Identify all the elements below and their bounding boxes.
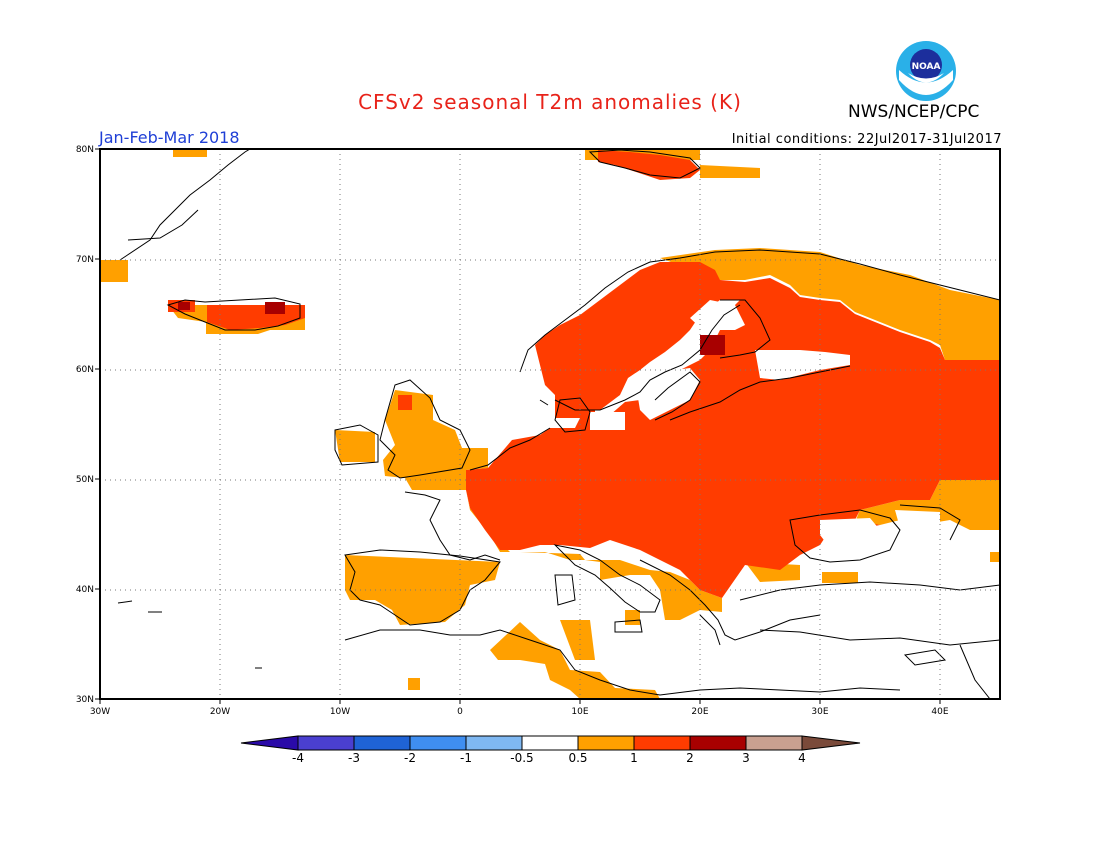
- colorbar-arrow-high: [801, 735, 861, 751]
- lat-tick-label: 50N: [76, 475, 94, 485]
- lon-tick-label: 0: [457, 707, 463, 717]
- lat-tick-label: 80N: [76, 145, 94, 155]
- colorbar-swatch: [577, 735, 635, 751]
- colorbar-swatch: [633, 735, 691, 751]
- colorbar-label: -0.5: [510, 751, 533, 765]
- colorbar-label: 4: [798, 751, 806, 765]
- lat-tick-label: 40N: [76, 585, 94, 595]
- coastlines: [117, 149, 1000, 699]
- initial-conditions: Initial conditions: 22Jul2017-31Jul2017: [731, 132, 1002, 147]
- colorbar-label: -3: [348, 751, 360, 765]
- colorbar-label: -1: [460, 751, 472, 765]
- colorbar-swatch: [689, 735, 747, 751]
- map-title: CFSv2 seasonal T2m anomalies (K): [358, 90, 742, 114]
- map-frame: [99, 148, 1001, 700]
- lat-tick-label: 70N: [76, 255, 94, 265]
- lon-tick-label: 30W: [90, 707, 110, 717]
- colorbar-label: 3: [742, 751, 750, 765]
- colorbar-swatch: [521, 735, 579, 751]
- colorbar-swatch: [353, 735, 411, 751]
- anomaly-shading: [100, 149, 1000, 699]
- colorbar-label: 2: [686, 751, 694, 765]
- organization-label: NWS/NCEP/CPC: [848, 102, 980, 122]
- forecast-period: Jan-Feb-Mar 2018: [99, 128, 240, 147]
- lon-tick-label: 20E: [691, 707, 708, 717]
- lat-tick-label: 60N: [76, 365, 94, 375]
- noaa-logo-text: NOAA: [912, 62, 941, 72]
- lon-tick-label: 30E: [811, 707, 828, 717]
- colorbar-label: -2: [404, 751, 416, 765]
- colorbar-swatch: [297, 735, 355, 751]
- colorbar-arrow-low: [240, 735, 299, 751]
- noaa-logo: NOAA: [896, 41, 956, 101]
- lon-tick-label: 10W: [330, 707, 350, 717]
- colorbar-swatch: [409, 735, 467, 751]
- colorbar-label: 0.5: [568, 751, 587, 765]
- colorbar: -4 -3 -2 -1 -0.5 0.5 1 2 3 4: [240, 735, 861, 765]
- colorbar-label: -4: [292, 751, 304, 765]
- lon-tick-label: 10E: [571, 707, 588, 717]
- colorbar-label: 1: [630, 751, 638, 765]
- lon-tick-label: 20W: [210, 707, 230, 717]
- lat-tick-label: 30N: [76, 695, 94, 705]
- colorbar-swatch: [465, 735, 523, 751]
- colorbar-swatch: [745, 735, 803, 751]
- gridlines: [100, 149, 1000, 699]
- lon-tick-label: 40E: [931, 707, 948, 717]
